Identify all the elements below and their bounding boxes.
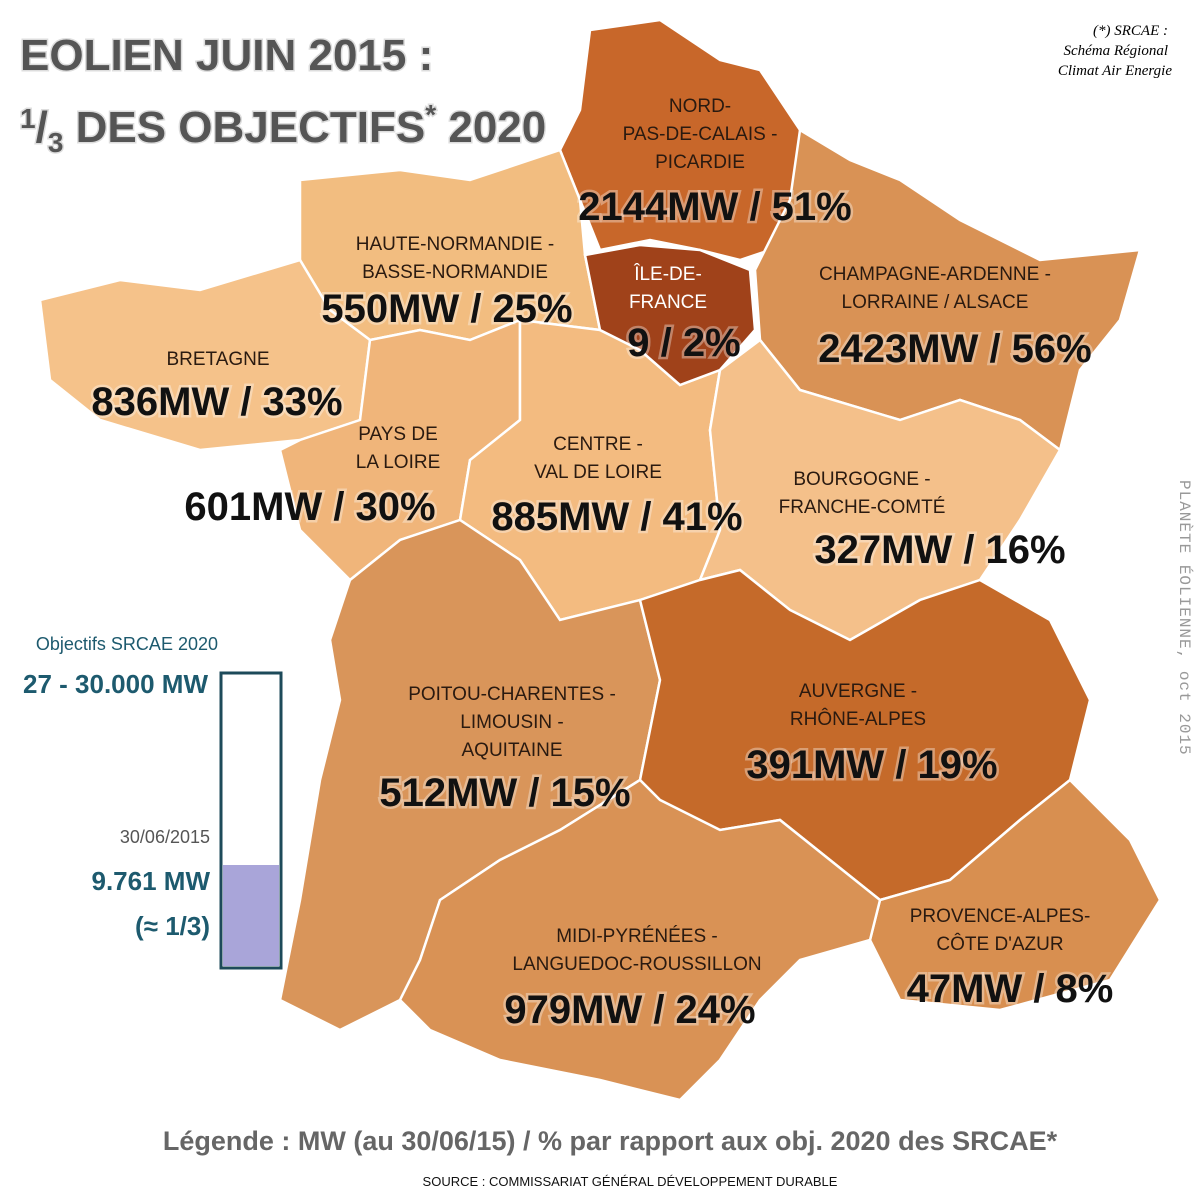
legend: Légende : MW (au 30/06/15) / % par rappo… xyxy=(163,1126,1058,1156)
map xyxy=(38,18,1162,1102)
gauge: Objectifs SRCAE 2020 27 - 30.000 MW 30/0… xyxy=(23,634,283,970)
region-name: NORD- xyxy=(669,96,731,117)
title-part: * xyxy=(425,99,436,130)
region-name: BASSE-NORMANDIE xyxy=(362,262,548,283)
title-part: 1 xyxy=(20,103,36,134)
gauge-fill xyxy=(223,865,279,966)
footnote-line: Schéma Régional xyxy=(1063,43,1168,59)
region-name: HAUTE-NORMANDIE - xyxy=(356,234,554,255)
region-name: CENTRE - xyxy=(553,434,643,455)
region-name: CHAMPAGNE-ARDENNE - xyxy=(819,264,1051,285)
region-value: 327MW / 16% xyxy=(814,528,1065,572)
region-name: RHÔNE-ALPES xyxy=(790,708,926,730)
region-name: PAYS DE xyxy=(358,424,438,445)
title-line: 1/3 DES OBJECTIFS* 2020 xyxy=(20,99,546,158)
region-value: 512MW / 15% xyxy=(379,771,630,815)
footnote: (*) SRCAE : Schéma Régional Climat Air E… xyxy=(1058,23,1173,79)
region-name: BOURGOGNE - xyxy=(793,469,930,490)
region-value: 9 / 2% xyxy=(627,321,740,365)
region-name: LIMOUSIN - xyxy=(460,712,563,733)
region-name: AUVERGNE - xyxy=(799,681,917,702)
title-part: / xyxy=(36,103,48,152)
region-value: 550MW / 25% xyxy=(321,287,572,331)
region-labels: NORD- PAS-DE-CALAIS - PICARDIE 2144MW / … xyxy=(89,96,1116,1035)
region-name: ÎLE-DE- xyxy=(633,263,702,285)
source: SOURCE : COMMISSARIAT GÉNÉRAL DÉVELOPPEM… xyxy=(423,1174,838,1189)
region-name: MIDI-PYRÉNÉES - xyxy=(556,926,718,947)
region-value: 391MW / 19% xyxy=(746,743,997,787)
region-name: FRANCHE-COMTÉ xyxy=(779,497,946,518)
region-name: LA LOIRE xyxy=(356,452,441,473)
gauge-goal-value: 27 - 30.000 MW xyxy=(23,669,208,699)
region-name: LORRAINE / ALSACE xyxy=(842,292,1029,313)
region-value: 2144MW / 51% xyxy=(578,185,851,229)
gauge-goal-title: Objectifs SRCAE 2020 xyxy=(36,634,218,654)
region-shape xyxy=(398,778,882,1102)
region-name: PROVENCE-ALPES- xyxy=(910,906,1091,927)
gauge-date: 30/06/2015 xyxy=(120,827,210,847)
region-value: 885MW / 41% xyxy=(491,495,742,539)
region-value: 2423MW / 56% xyxy=(818,327,1091,371)
region-value: 979MW / 24% xyxy=(504,988,755,1032)
region-shape xyxy=(868,778,1162,1012)
region-name: PICARDIE xyxy=(655,152,745,173)
region-name: BRETAGNE xyxy=(166,349,269,370)
footnote-line: (*) SRCAE : xyxy=(1093,23,1168,39)
title-part: DES OBJECTIFS xyxy=(63,103,425,152)
region-value: 836MW / 33% xyxy=(91,380,342,424)
gauge-current-value: 9.761 MW xyxy=(92,866,211,896)
credit: PLANÈTE ÉOLIENNE, oct 2015 xyxy=(1175,480,1194,756)
title-part: 2020 xyxy=(436,103,546,152)
title-part: 3 xyxy=(48,127,64,158)
region-name: VAL DE LOIRE xyxy=(534,462,662,483)
region-value: 601MW / 30% xyxy=(184,485,435,529)
region-shape xyxy=(583,243,757,387)
gauge-ratio: (≈ 1/3) xyxy=(135,911,210,941)
region-name: AQUITAINE xyxy=(462,740,563,761)
region-name: FRANCE xyxy=(629,292,707,313)
region-name: CÔTE D'AZUR xyxy=(936,933,1063,955)
region-name: PAS-DE-CALAIS - xyxy=(623,124,778,145)
footnote-line: Climat Air Energie xyxy=(1058,63,1173,79)
region-value: 47MW / 8% xyxy=(907,967,1114,1011)
region-name: POITOU-CHARENTES - xyxy=(408,684,616,705)
title: EOLIEN JUIN 2015 : 1/3 DES OBJECTIFS* 20… xyxy=(19,30,548,160)
region-name: LANGUEDOC-ROUSSILLON xyxy=(512,954,761,975)
title-line: EOLIEN JUIN 2015 : xyxy=(20,31,433,80)
